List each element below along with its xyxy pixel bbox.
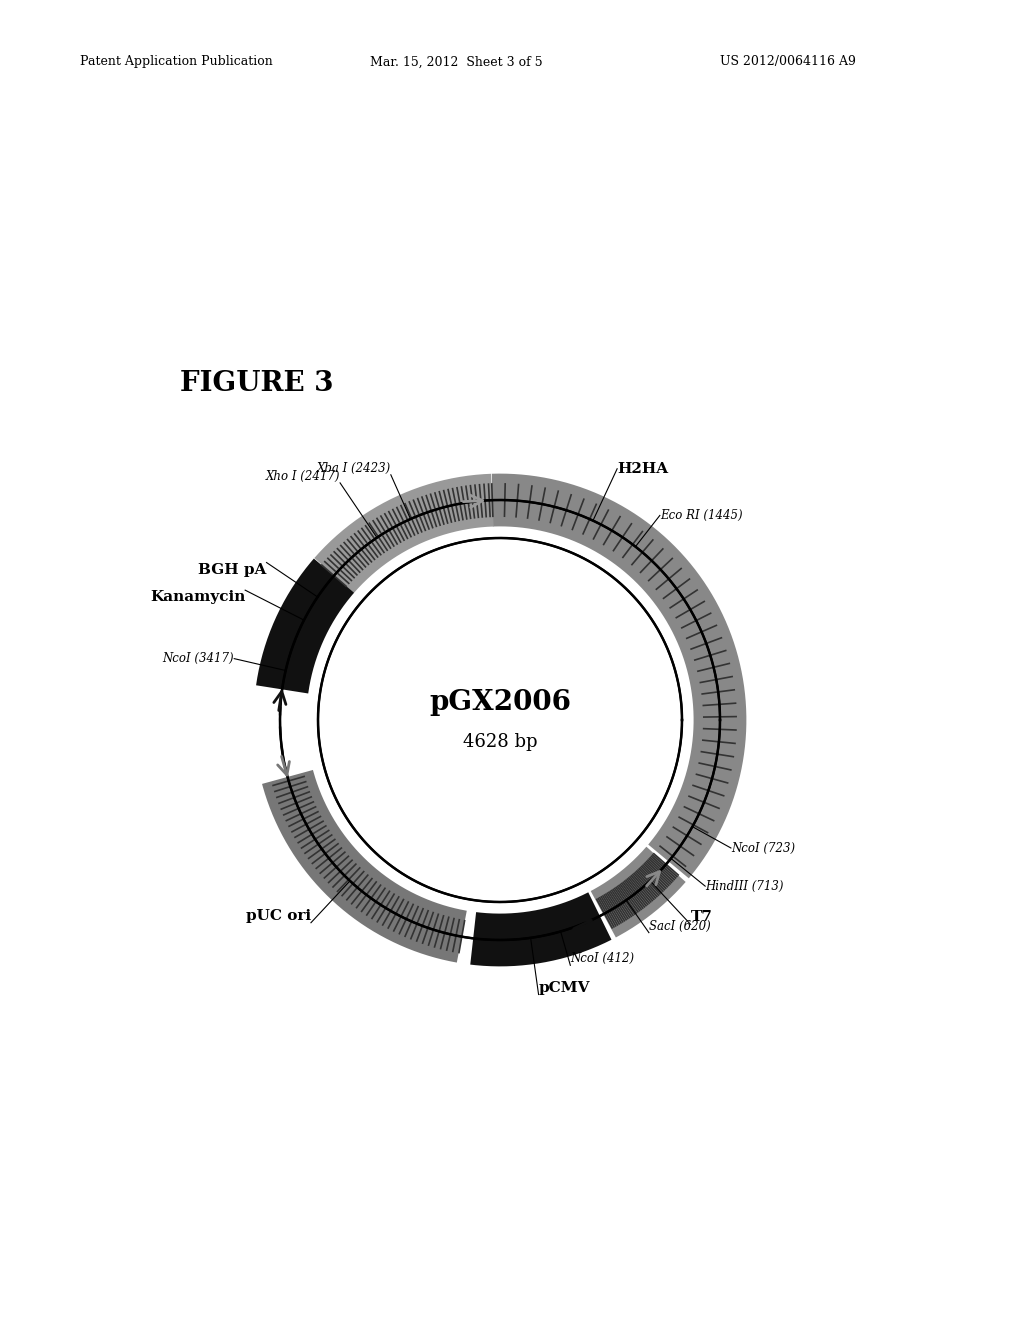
Text: H2HA: H2HA: [617, 462, 669, 475]
Text: HindIII (713): HindIII (713): [706, 879, 783, 892]
Text: Mar. 15, 2012  Sheet 3 of 5: Mar. 15, 2012 Sheet 3 of 5: [370, 55, 543, 69]
Text: 4628 bp: 4628 bp: [463, 733, 538, 751]
Text: Patent Application Publication: Patent Application Publication: [80, 55, 272, 69]
Text: pGX2006: pGX2006: [429, 689, 571, 715]
Text: pUC ori: pUC ori: [246, 908, 311, 923]
Text: BGH pA: BGH pA: [199, 562, 266, 577]
Text: Xho I (2417): Xho I (2417): [265, 470, 340, 483]
Text: Eco RI (1445): Eco RI (1445): [659, 510, 742, 521]
Text: SacI (620): SacI (620): [649, 920, 711, 933]
Text: NcoI (3417): NcoI (3417): [163, 652, 234, 665]
Text: Xba I (2423): Xba I (2423): [316, 462, 391, 475]
Text: T7: T7: [690, 911, 713, 924]
Text: pCMV: pCMV: [539, 981, 590, 994]
Text: Kanamycin: Kanamycin: [150, 590, 245, 605]
Text: FIGURE 3: FIGURE 3: [180, 370, 334, 397]
Text: US 2012/0064116 A9: US 2012/0064116 A9: [720, 55, 856, 69]
Text: NcoI (412): NcoI (412): [570, 952, 635, 965]
Text: NcoI (723): NcoI (723): [731, 841, 795, 854]
